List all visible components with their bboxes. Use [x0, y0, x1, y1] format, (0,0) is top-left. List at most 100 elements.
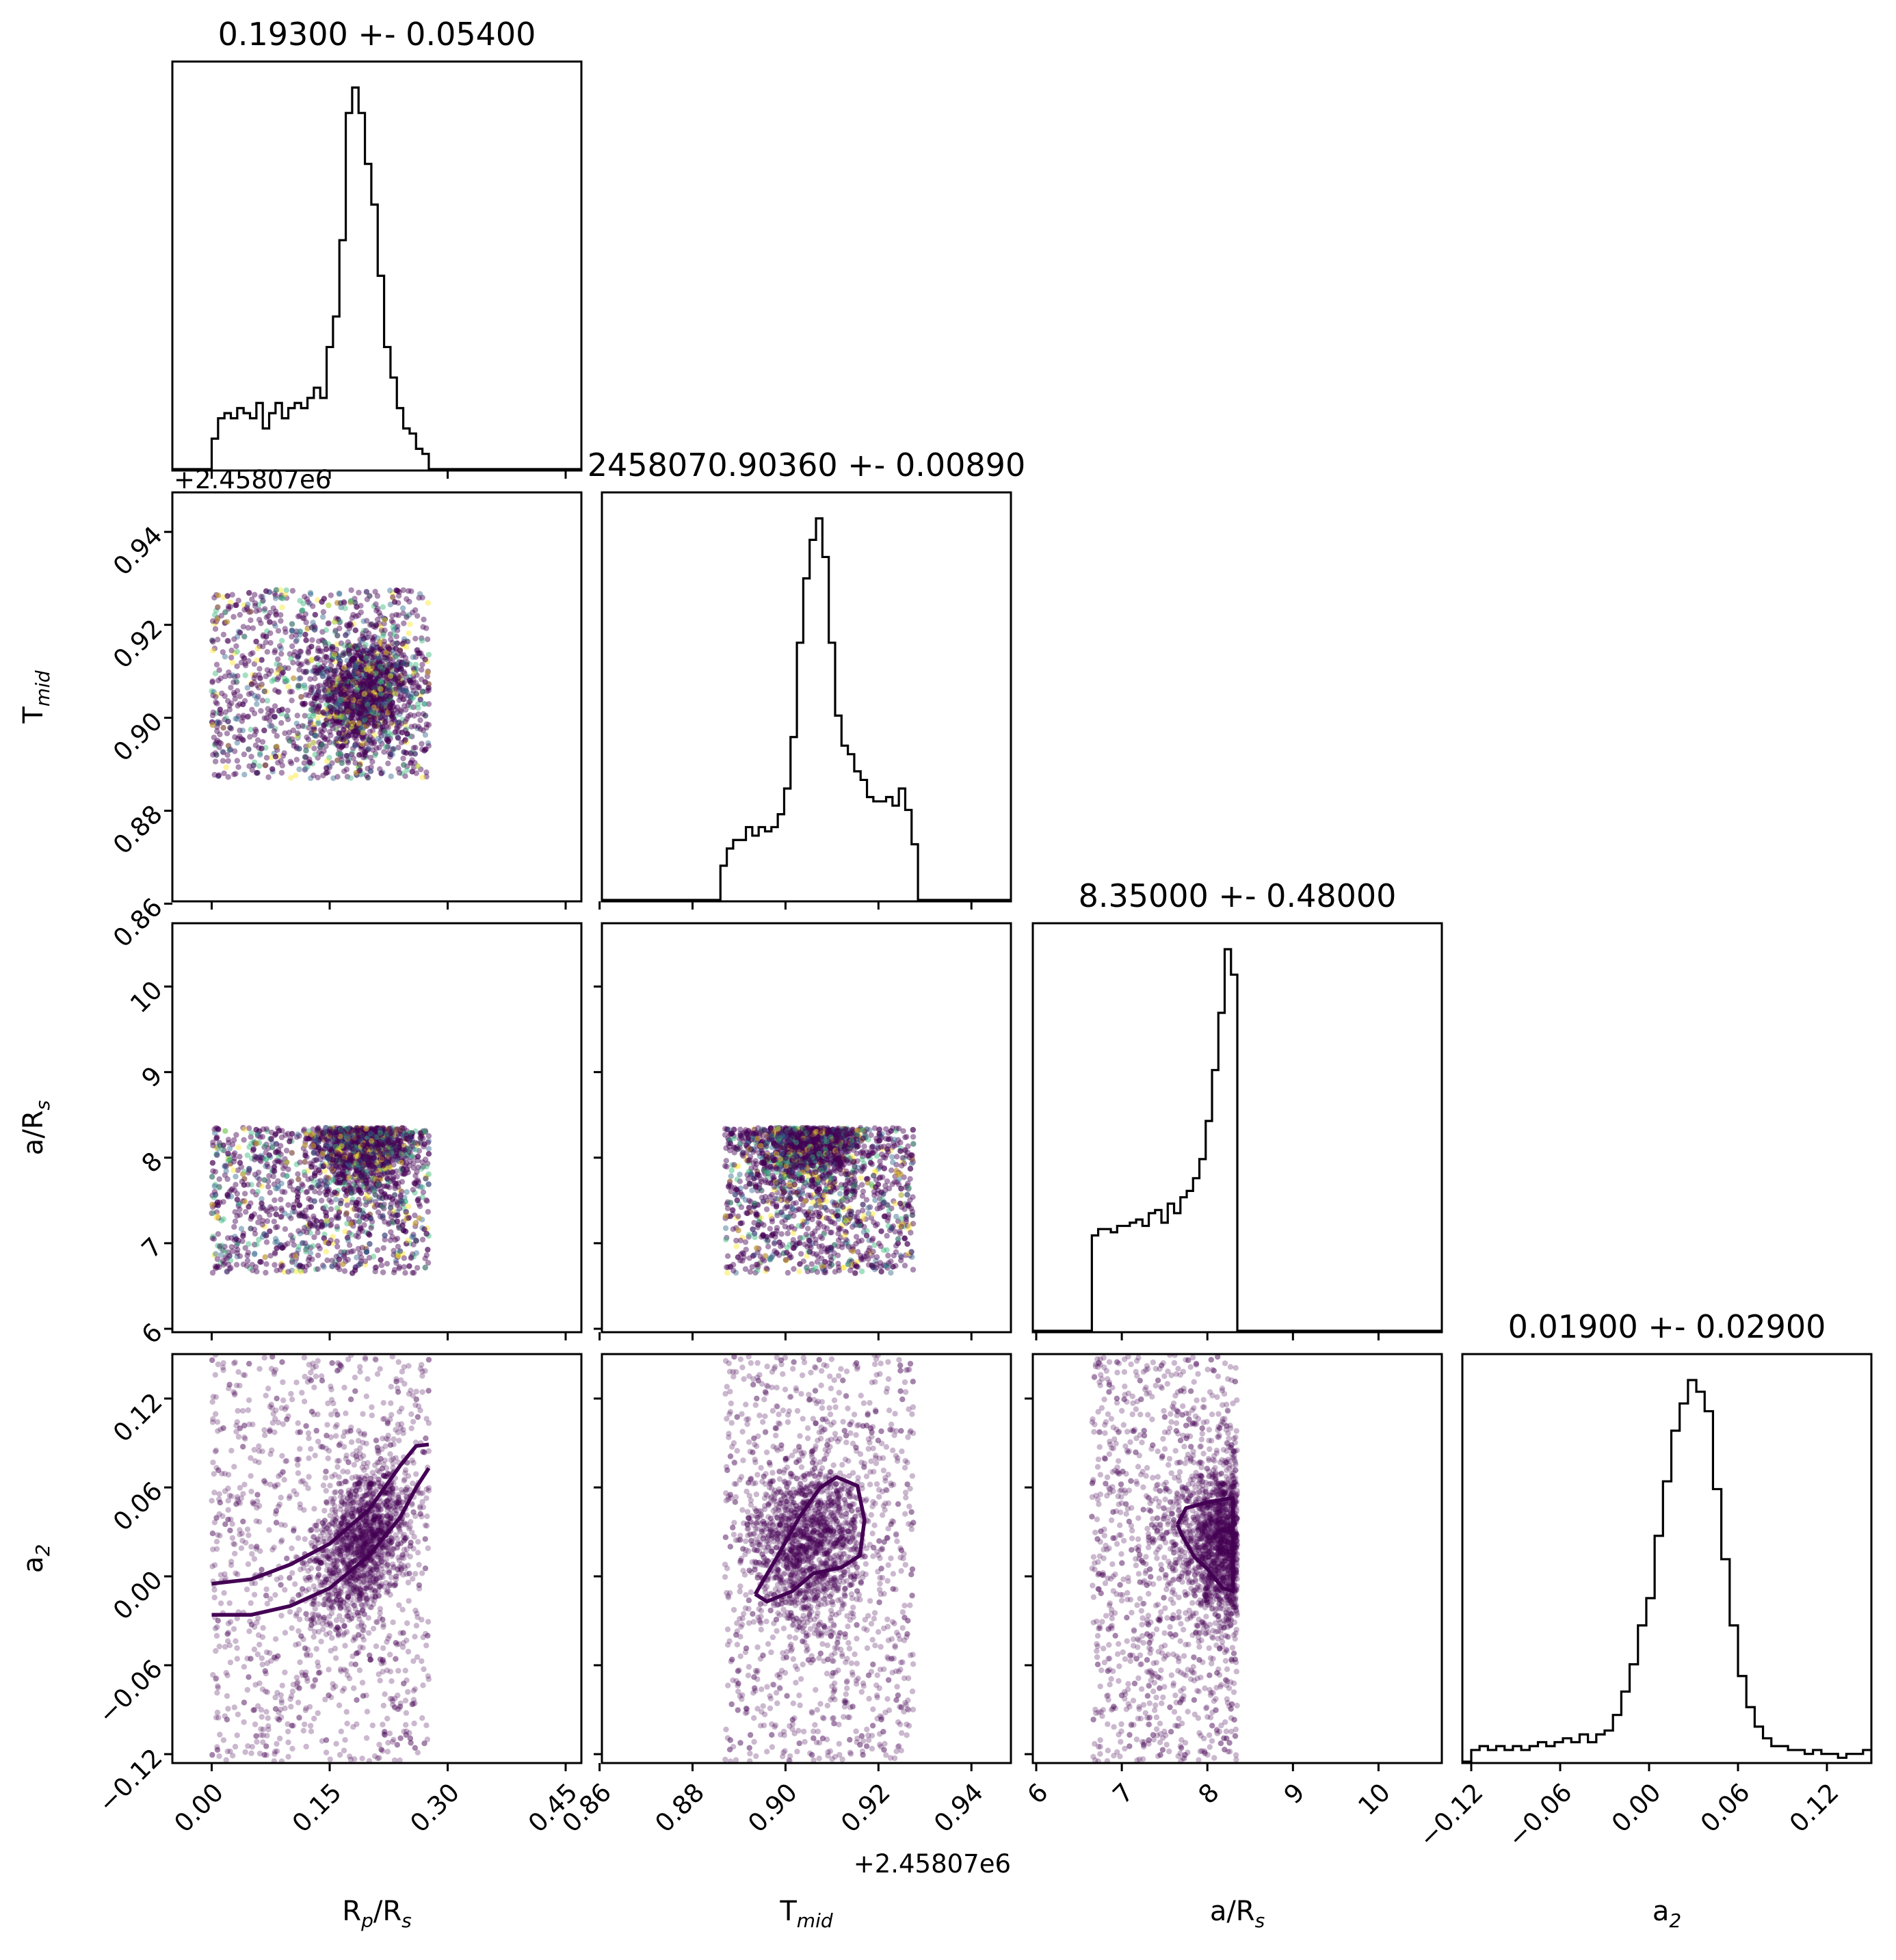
- scatter-point: [358, 697, 365, 703]
- scatter-point: [235, 597, 241, 604]
- scatter-point: [315, 683, 321, 690]
- scatter-point: [356, 700, 363, 706]
- scatter-point: [309, 701, 316, 708]
- scatter-point: [374, 1128, 380, 1135]
- scatter-point: [278, 1160, 285, 1166]
- scatter-point: [401, 1227, 407, 1234]
- scatter-point: [383, 718, 389, 725]
- scatter-point: [291, 675, 297, 681]
- scatter-point: [256, 685, 262, 691]
- scatter-point: [372, 752, 378, 758]
- scatter-point: [275, 1178, 281, 1184]
- scatter-point: [325, 1188, 331, 1195]
- scatter-point: [252, 726, 259, 732]
- scatter-point: [405, 713, 412, 719]
- scatter-point: [340, 652, 346, 659]
- scatter-point: [375, 671, 382, 677]
- scatter-point: [414, 763, 421, 769]
- scatter-point: [264, 649, 270, 655]
- scatter-point: [282, 675, 288, 682]
- scatter-point: [367, 593, 373, 599]
- scatter-point: [321, 1137, 327, 1143]
- scatter-point: [388, 636, 394, 643]
- scatter-point: [376, 659, 382, 665]
- scatter-point: [397, 692, 404, 699]
- scatter-point: [407, 733, 413, 739]
- scatter-point: [360, 736, 366, 743]
- scatter-point: [385, 736, 391, 743]
- scatter-point: [369, 691, 375, 697]
- scatter-point: [215, 1215, 222, 1221]
- scatter-point: [362, 708, 368, 715]
- scatter-point: [263, 715, 269, 721]
- scatter-point: [371, 714, 377, 721]
- scatter-point: [382, 696, 388, 702]
- scatter-point: [399, 680, 405, 687]
- scatter-point: [350, 720, 356, 726]
- scatter-point: [411, 1180, 417, 1187]
- scatter-point: [298, 1187, 304, 1193]
- scatter-point: [356, 665, 363, 671]
- scatter-point: [215, 1231, 222, 1237]
- scatter-point: [226, 669, 232, 676]
- scatter-point: [380, 719, 386, 726]
- scatter-point: [345, 698, 352, 704]
- scatter-point: [215, 592, 221, 598]
- scatter-point: [374, 676, 380, 682]
- scatter-point: [382, 646, 389, 653]
- scatter-point: [214, 700, 220, 707]
- scatter-point: [382, 732, 389, 739]
- scatter-point: [343, 691, 350, 697]
- scatter-point: [347, 599, 354, 605]
- scatter-point: [281, 750, 287, 756]
- scatter-point: [419, 661, 425, 668]
- scatter-point: [216, 710, 222, 716]
- scatter-point: [352, 724, 358, 730]
- scatter-point: [215, 773, 222, 779]
- scatter-point: [214, 615, 221, 621]
- scatter-point: [369, 758, 376, 765]
- scatter-point: [400, 755, 406, 762]
- scatter-point: [410, 654, 416, 661]
- scatter-point: [224, 619, 231, 625]
- scatter-point: [285, 1166, 291, 1173]
- scatter-point: [367, 1144, 373, 1150]
- scatter-point: [384, 710, 391, 716]
- scatter-point: [235, 628, 242, 635]
- scatter-point: [423, 1252, 430, 1258]
- scatter-point: [359, 704, 366, 711]
- scatter-point: [365, 685, 372, 691]
- scatter-point: [269, 678, 275, 685]
- scatter-point: [348, 707, 355, 714]
- scatter-point: [363, 697, 369, 704]
- scatter-point: [380, 769, 386, 776]
- scatter-point: [365, 706, 371, 713]
- scatter-point: [341, 665, 347, 671]
- scatter-point: [338, 751, 344, 758]
- scatter-point: [220, 594, 226, 600]
- scatter-point: [350, 1270, 356, 1276]
- scatter-point: [410, 704, 417, 711]
- scatter-point: [378, 1133, 384, 1139]
- scatter-point: [380, 648, 386, 654]
- scatter-point: [265, 1184, 272, 1190]
- scatter-point: [373, 622, 380, 628]
- scatter-point: [360, 726, 366, 732]
- scatter-point: [357, 711, 363, 717]
- scatter-point: [334, 684, 340, 690]
- scatter-point: [382, 1129, 389, 1135]
- scatter-point: [328, 691, 334, 698]
- scatter-point: [306, 713, 312, 719]
- scatter-point: [328, 696, 334, 703]
- scatter-point: [401, 1264, 407, 1270]
- scatter-point: [305, 1257, 312, 1263]
- scatter-point: [370, 636, 377, 642]
- scatter-point: [287, 1138, 293, 1145]
- scatter-point: [420, 727, 426, 734]
- scatter-point: [346, 757, 352, 763]
- scatter-point: [399, 680, 405, 687]
- scatter-point: [390, 624, 396, 631]
- scatter-point: [276, 708, 282, 714]
- scatter-point: [356, 708, 362, 714]
- scatter-point: [373, 674, 380, 681]
